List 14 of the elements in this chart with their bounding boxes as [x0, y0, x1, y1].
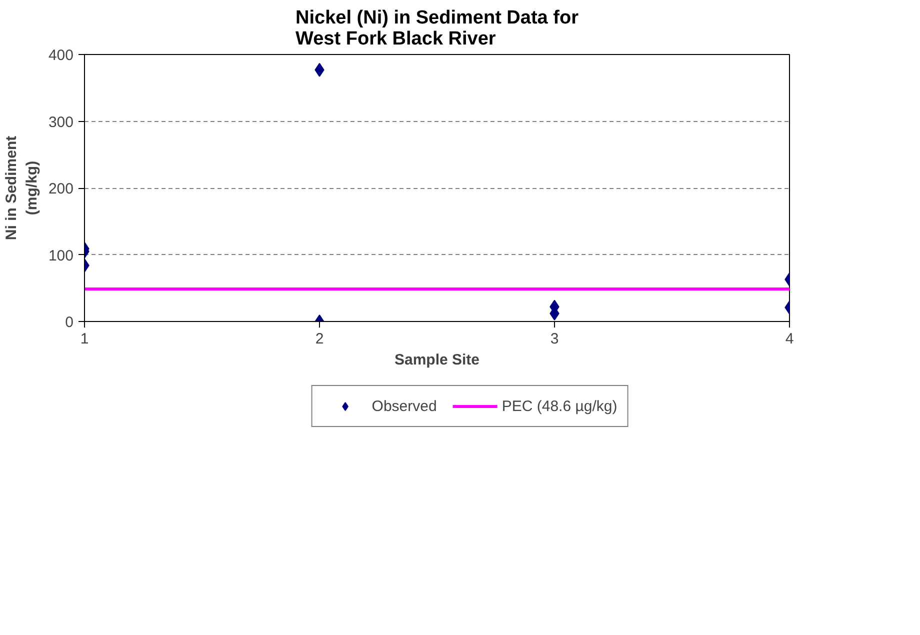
chart-title: Nickel (Ni) in Sediment Data for West Fork Black River [296, 8, 580, 50]
legend-label: PEC (48.6 µg/kg) [502, 398, 618, 414]
x-tick-label: 2 [315, 330, 324, 348]
x-tick-label: 3 [550, 330, 559, 348]
x-tick-label: 1 [80, 330, 89, 348]
x-tick-label: 4 [785, 330, 794, 348]
y-tick-label: 0 [65, 314, 74, 331]
legend-label: Observed [372, 398, 437, 414]
y-tick-label: 300 [48, 114, 74, 131]
x-axis-title: Sample Site [394, 352, 480, 368]
y-tick-label: 100 [48, 247, 74, 264]
y-axis-title: Ni in Sediment (mg/kg) [3, 136, 40, 240]
y-tick-label: 200 [48, 180, 74, 198]
y-tick-label: 400 [48, 47, 74, 64]
